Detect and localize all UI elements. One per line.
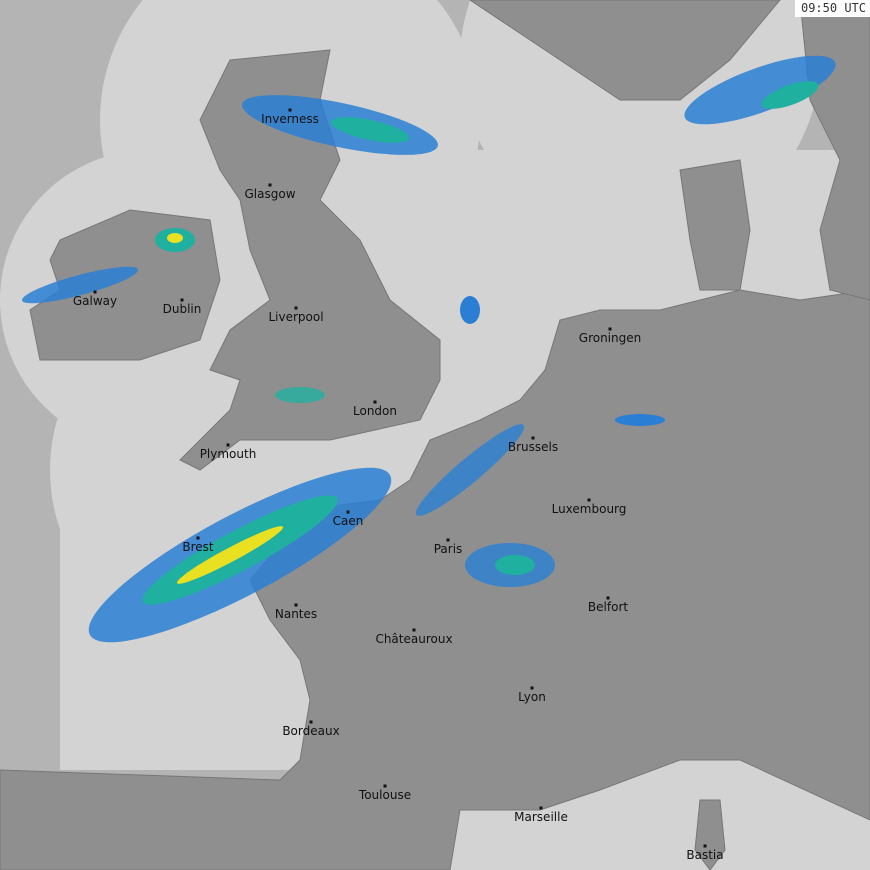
city-label: Bordeaux bbox=[282, 724, 340, 738]
city-label: Toulouse bbox=[358, 788, 412, 802]
city-label: Belfort bbox=[587, 600, 629, 614]
city-marker bbox=[93, 290, 97, 294]
city-marker bbox=[383, 784, 387, 788]
city-marker bbox=[608, 327, 612, 331]
city-label: Nantes bbox=[274, 607, 318, 621]
city-label: Galway bbox=[72, 294, 118, 308]
city-marker bbox=[226, 443, 230, 447]
city-label: Marseille bbox=[514, 810, 568, 824]
city-label: Plymouth bbox=[199, 447, 257, 461]
city-label: London bbox=[353, 404, 397, 418]
city-marker bbox=[446, 538, 450, 542]
city-label: Inverness bbox=[261, 112, 319, 126]
city-label: Brussels bbox=[507, 440, 559, 454]
city-marker bbox=[268, 183, 272, 187]
city-label: Châteauroux bbox=[375, 632, 453, 646]
city-label: Luxembourg bbox=[551, 502, 627, 516]
city-marker bbox=[294, 603, 298, 607]
city-label: Paris bbox=[433, 542, 463, 556]
city-label: Brest bbox=[182, 540, 214, 554]
city-marker bbox=[196, 536, 200, 540]
city-marker bbox=[294, 306, 298, 310]
city-marker bbox=[531, 436, 535, 440]
norway bbox=[469, 0, 781, 101]
city-marker bbox=[373, 400, 377, 404]
city-marker bbox=[412, 628, 416, 632]
city-marker bbox=[587, 498, 591, 502]
corsica bbox=[694, 799, 726, 870]
precipitation bbox=[21, 55, 836, 643]
city-label: Glasgow bbox=[244, 187, 296, 201]
city-label: Caen bbox=[332, 514, 364, 528]
great-britain bbox=[179, 49, 441, 471]
city-marker bbox=[530, 686, 534, 690]
city-marker bbox=[539, 806, 543, 810]
city-marker bbox=[180, 298, 184, 302]
city-label: Groningen bbox=[578, 331, 642, 345]
city-marker bbox=[606, 596, 610, 600]
city-label: Lyon bbox=[518, 690, 546, 704]
city-label: Liverpool bbox=[268, 310, 324, 324]
city-marker bbox=[288, 108, 292, 112]
timestamp: 09:50 UTC bbox=[794, 0, 870, 17]
city-label: Bastia bbox=[686, 848, 724, 862]
city-marker bbox=[346, 510, 350, 514]
city-marker bbox=[703, 844, 707, 848]
jutland bbox=[679, 159, 751, 291]
city-label: Dublin bbox=[162, 302, 202, 316]
city-marker bbox=[309, 720, 313, 724]
